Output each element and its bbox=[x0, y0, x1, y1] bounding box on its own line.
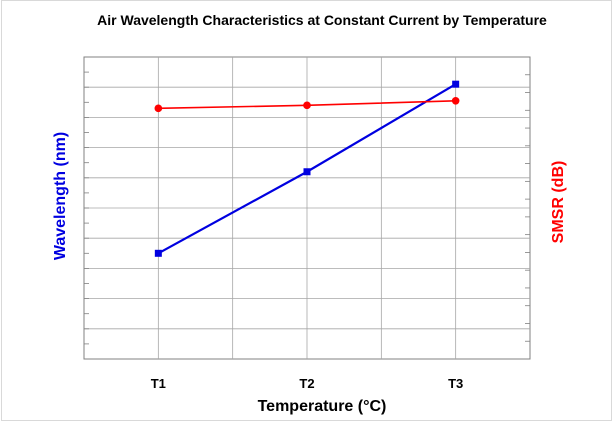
data-point-square-T1 bbox=[154, 249, 162, 257]
x-tick-label-T2: T2 bbox=[299, 376, 314, 391]
data-point-square-T3 bbox=[452, 80, 460, 88]
data-point-circle-T3 bbox=[451, 96, 460, 105]
data-point-circle-T2 bbox=[303, 101, 311, 110]
x-tick-label-T1: T1 bbox=[151, 376, 166, 391]
left-axis-ticks bbox=[84, 56, 89, 360]
x-tick-labels: T1 T2 T3 bbox=[151, 376, 464, 391]
data-point-square-T2 bbox=[303, 168, 311, 176]
y-axis-label-left: Wavelength (nm) bbox=[52, 132, 69, 260]
series-layer bbox=[154, 80, 460, 257]
chart-title: Air Wavelength Characteristics at Consta… bbox=[97, 12, 547, 28]
x-tick-label-T3: T3 bbox=[448, 376, 463, 391]
right-axis-ticks bbox=[525, 56, 530, 360]
data-point-circle-T1 bbox=[154, 104, 163, 113]
y-axis-label-right: SMSR (dB) bbox=[550, 161, 567, 244]
grid bbox=[84, 57, 530, 359]
x-axis-label: Temperature (°C) bbox=[258, 398, 387, 415]
